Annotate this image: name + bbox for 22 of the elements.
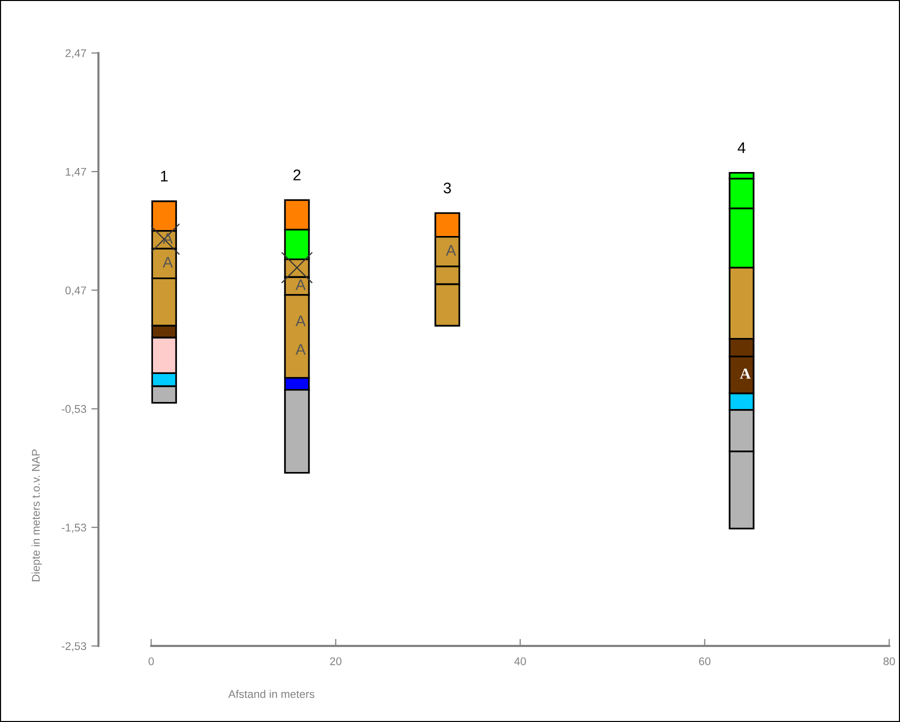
data-label: A	[740, 368, 751, 379]
y-tick-label: -2,53	[62, 642, 86, 652]
annotation: 3	[444, 182, 451, 194]
y-tick-label: 0,47	[65, 286, 86, 296]
x-tick-label: 60	[699, 657, 710, 666]
x-axis-title: Afstand in meters	[228, 690, 314, 698]
annotation: 1	[161, 170, 168, 182]
data-label: A	[296, 279, 306, 290]
annotation: 4	[738, 142, 746, 153]
x-tick-label: 0	[148, 657, 154, 666]
y-tick-label: 2,47	[66, 49, 86, 58]
data-label: A	[446, 245, 456, 256]
x-tick-label: 80	[884, 657, 895, 666]
data-label: A	[162, 256, 173, 268]
x-tick-label: 40	[514, 657, 526, 666]
data-label: A A	[296, 316, 306, 355]
y-tick-label: 1,47	[66, 168, 86, 178]
annotation: 2	[293, 170, 300, 180]
y-tick-label: -1,53	[62, 524, 86, 533]
x-tick-label: 20	[330, 657, 342, 666]
y-axis-title: Diepte in meters t.o.v. NAP	[32, 450, 42, 582]
y-tick-label: -0,53	[62, 405, 86, 414]
